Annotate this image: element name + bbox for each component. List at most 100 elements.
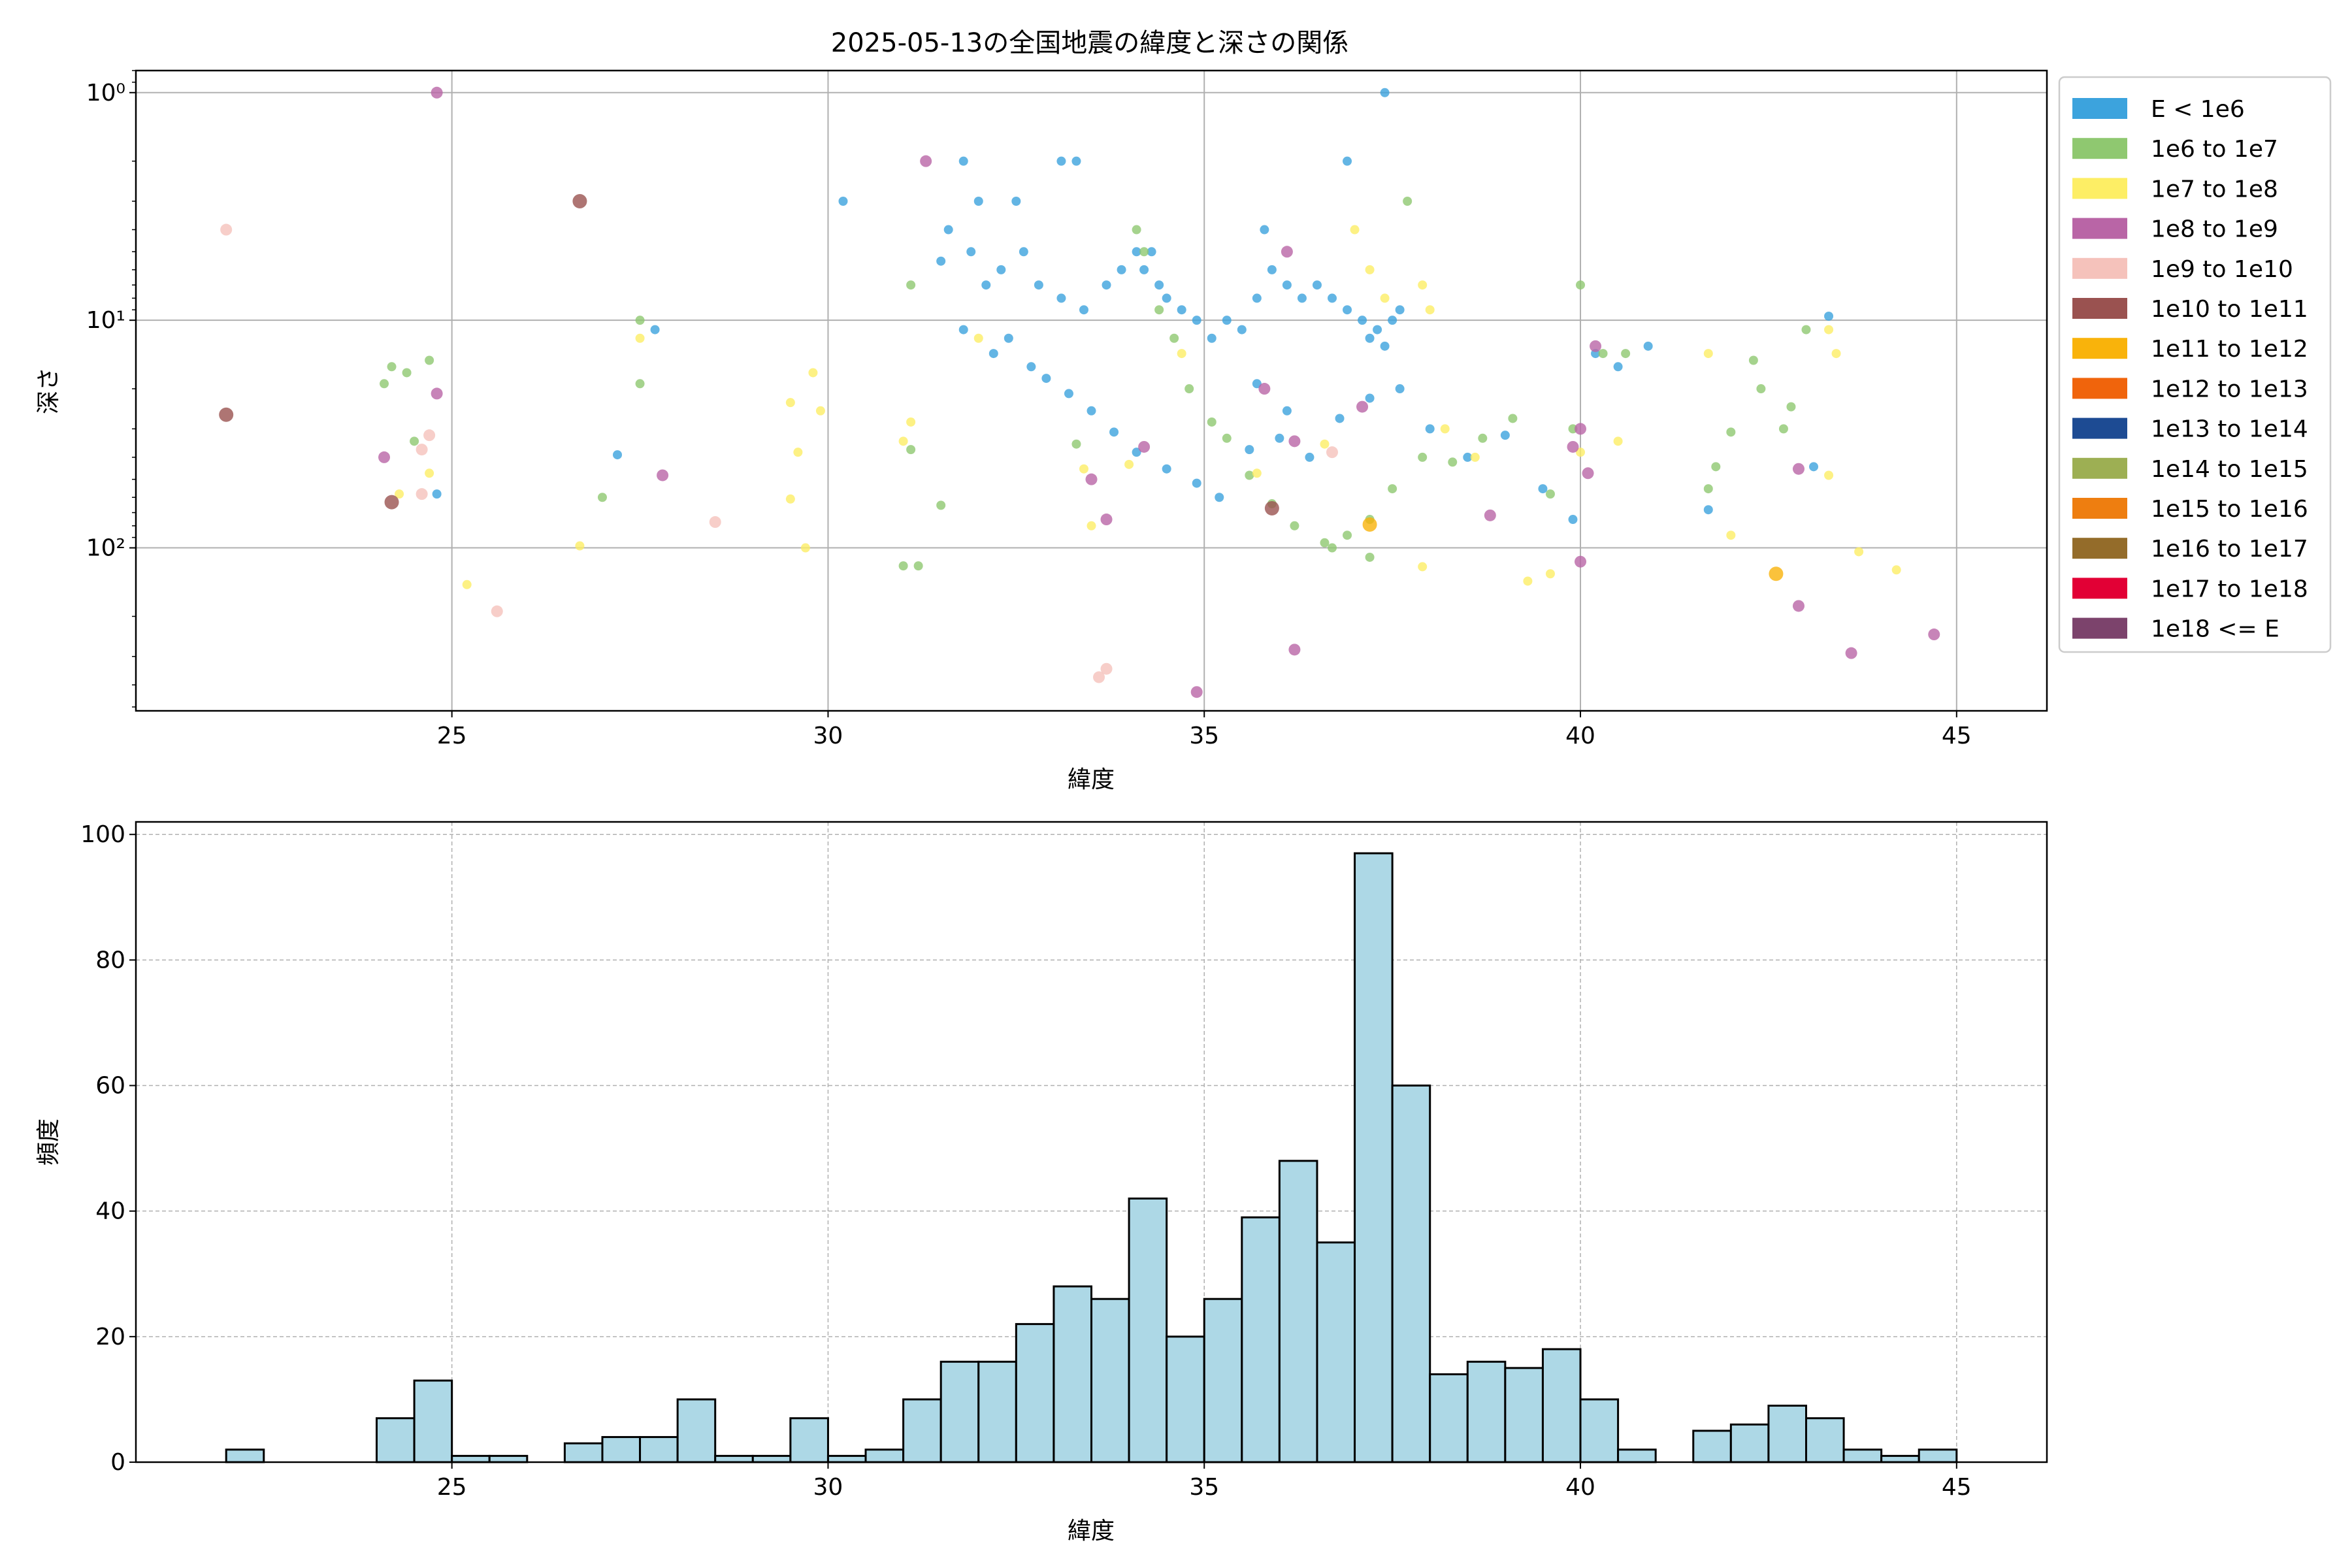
legend-items: E < 1e6 1e6 to 1e7 1e7 to 1e8 1e8 to 1e9 1e9… [2072,96,2308,643]
scatter-point [635,316,645,325]
scatter-point [1545,569,1555,579]
scatter-point [1154,305,1164,315]
scatter-point [815,406,825,416]
scatter-point [898,561,908,571]
scatter-point [1093,671,1105,683]
scatter-point [1117,265,1126,274]
scatter-point [1267,265,1277,274]
histogram-bar [1015,1323,1055,1463]
scatter-series [378,86,1940,698]
scatter-point [416,444,428,456]
histogram-bar [1729,1423,1770,1463]
scatter-point [906,445,916,455]
scatter-series [395,225,1901,589]
scatter-point [1222,433,1232,443]
legend-swatch [2072,378,2127,399]
scatter-point [1613,362,1623,372]
legend-entry-label: 1e14 to 1e15 [2151,456,2308,483]
scatter-point [1245,445,1254,455]
histogram-bar [1053,1285,1093,1463]
legend-swatch [2072,338,2127,359]
histogram-bar [563,1442,604,1463]
legend-entry-label: 1e7 to 1e8 [2151,176,2278,203]
histogram-bar [977,1360,1017,1463]
scatter-point [1380,341,1390,351]
scatter-point [431,387,443,400]
scatter-point [575,541,585,551]
scatter-point [1373,325,1382,335]
scatter-point [981,280,991,290]
scatter-x-tick-label: 35 [1189,723,1219,749]
scatter-point [1177,305,1186,315]
histogram-bar [1805,1417,1845,1463]
histogram-y-tick-label: 80 [95,947,125,973]
scatter-point [395,489,404,499]
histogram-bars [225,852,1958,1463]
scatter-point [1085,473,1098,485]
scatter-point [1245,470,1254,480]
scatter-point [1275,433,1284,443]
scatter-point [943,225,953,235]
histogram-bar [826,1454,867,1463]
legend-entry-label: 1e8 to 1e9 [2151,216,2278,243]
scatter-point [1335,414,1345,423]
scatter-point [1478,433,1488,443]
histogram-x-tick-label: 25 [437,1474,467,1501]
scatter-point [613,450,623,460]
scatter-point [785,494,795,504]
scatter-point [1824,311,1834,321]
histogram-bar [939,1360,980,1463]
histogram-x-tick-label: 30 [813,1474,843,1501]
scatter-point [1147,247,1156,257]
scatter-point [1184,384,1194,394]
scatter-point [1328,543,1337,553]
legend-entry-label: 1e9 to 1e10 [2151,256,2293,283]
scatter-point [1041,374,1051,384]
scatter-point [1395,305,1405,315]
scatter-point [597,493,607,502]
histogram-bar [1128,1197,1168,1463]
legend-swatch [2072,498,2127,519]
scatter-point [1508,414,1518,423]
legend-swatch [2072,457,2127,479]
histogram-bar [751,1454,792,1463]
histogram-x-label: 緯度 [1068,1518,1115,1544]
legend-swatch [2072,218,2127,239]
scatter-point [1264,500,1279,515]
scatter-point [793,448,803,457]
legend-entry-label: 1e10 to 1e11 [2151,296,2308,323]
legend-entry-label: 1e17 to 1e18 [2151,576,2308,602]
scatter-point [1824,325,1834,335]
histogram-bar [1767,1405,1807,1463]
histogram-bar [601,1436,642,1463]
scatter-point [966,247,976,257]
scatter-point [1190,686,1203,698]
legend-swatch [2072,417,2127,439]
scatter-point [1801,325,1811,335]
scatter-x-tick-label: 30 [813,723,843,749]
scatter-grid [136,71,2047,711]
histogram-frame [135,821,2048,1463]
scatter-point [1470,452,1480,462]
scatter-point [1154,280,1164,290]
legend-swatch [2072,617,2127,639]
scatter-y-tick-label: 10⁰ [86,80,125,106]
scatter-point [1845,647,1857,659]
scatter-point [1643,341,1653,351]
legend-entry-label: 1e15 to 1e16 [2151,496,2308,523]
scatter-point [1004,333,1013,343]
scatter-point [996,265,1006,274]
histogram-bar [451,1454,491,1463]
scatter-panel: 25 30 35 40 45 10⁰ 10¹ 10² 緯度 深さ E < 1e6 1e6 to… [35,69,2332,793]
scatter-point [657,469,669,482]
scatter-point [1260,225,1269,235]
scatter-point [1288,644,1301,656]
histogram-bar [1692,1429,1732,1463]
scatter-point [1343,305,1352,315]
histogram-bar [1354,852,1394,1463]
scatter-point [1769,566,1784,581]
scatter-point [1343,156,1352,166]
scatter-point [1207,417,1217,427]
scatter-point [1312,280,1322,290]
scatter-point [958,325,968,335]
